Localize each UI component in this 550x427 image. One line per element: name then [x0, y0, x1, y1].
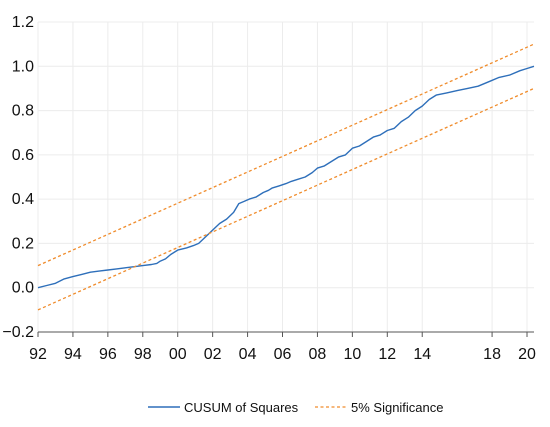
x-tick-label: 20 — [518, 346, 536, 363]
x-tick-label: 18 — [483, 346, 501, 363]
x-tick-label: 00 — [169, 346, 187, 363]
x-tick-label: 10 — [343, 346, 361, 363]
y-tick-label: 0.6 — [12, 147, 34, 164]
y-tick-label: 1.2 — [12, 14, 34, 31]
x-tick-label: 02 — [204, 346, 222, 363]
legend-label-cusum: CUSUM of Squares — [184, 400, 299, 415]
x-tick-label: 06 — [274, 346, 292, 363]
y-axis: −0.2 0.0 0.2 0.4 0.6 0.8 1.0 1.2 — [2, 14, 34, 341]
x-tick-label: 98 — [134, 346, 152, 363]
y-tick-label: 0.0 — [12, 280, 34, 297]
x-tick-label: 96 — [99, 346, 117, 363]
series-layer — [37, 43, 535, 311]
y-tick-label: 0.8 — [12, 103, 34, 120]
y-tick-label: 0.4 — [12, 191, 34, 208]
grid — [37, 21, 534, 333]
x-tick-label: 14 — [413, 346, 431, 363]
x-tick-label: 08 — [309, 346, 327, 363]
significance-band-line-1 — [37, 43, 535, 267]
y-tick-label: −0.2 — [2, 324, 34, 341]
y-tick-label: 0.2 — [12, 235, 34, 252]
y-tick-label: 1.0 — [12, 58, 34, 75]
legend: CUSUM of Squares 5% Significance — [148, 400, 444, 415]
x-tick-label: 92 — [29, 346, 47, 363]
x-axis: 92 94 96 98 00 02 04 06 08 10 12 14 18 20 — [29, 332, 536, 363]
x-tick-label: 12 — [378, 346, 396, 363]
legend-label-significance: 5% Significance — [351, 400, 444, 415]
cusum-line — [37, 65, 535, 289]
x-tick-label: 94 — [64, 346, 82, 363]
significance-band-line-2 — [37, 87, 535, 311]
x-tick-label: 04 — [239, 346, 257, 363]
